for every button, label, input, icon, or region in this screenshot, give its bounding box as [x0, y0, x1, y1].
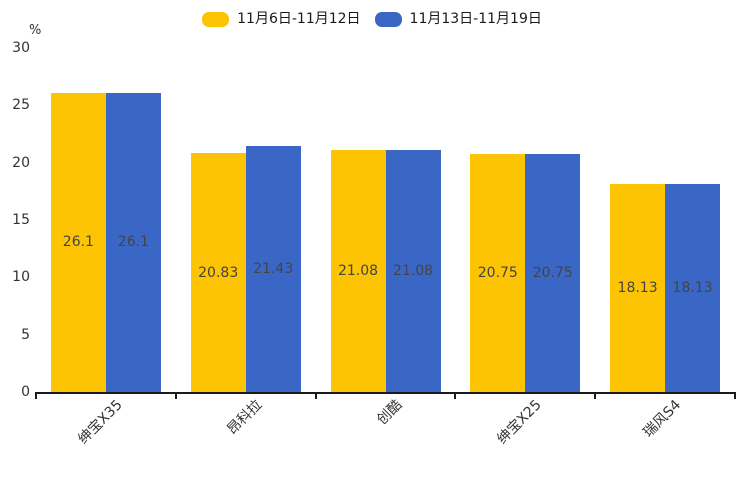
legend-swatch-yellow-icon — [202, 11, 230, 27]
bar-series1-创酷: 21.08 — [330, 150, 386, 392]
bar-value-label: 18.13 — [617, 280, 658, 297]
bar-value-label: 21.08 — [337, 263, 379, 280]
bar-value-label: 21.08 — [392, 263, 434, 280]
y-axis-unit-label: % — [29, 23, 42, 38]
y-tick-label: 15 — [12, 212, 30, 228]
x-category-label-昂科拉: 昂科拉 — [224, 397, 266, 439]
x-tick-mark — [314, 394, 317, 399]
bar-series2-瑞风S4: 18.13 — [665, 184, 721, 392]
bar-series2-绅宝X25: 20.75 — [525, 154, 581, 392]
bar-value-label: 21.43 — [253, 261, 294, 278]
bar-series1-绅宝X35: 26.1 — [50, 92, 106, 392]
y-tick-label: 20 — [12, 154, 30, 171]
x-category-label-绅宝X25: 绅宝X25 — [494, 397, 545, 448]
x-tick-mark — [35, 394, 37, 399]
legend-item-week2[interactable]: 11月13日-11月19日 — [374, 9, 542, 29]
bar-series1-绅宝X25: 20.75 — [470, 154, 526, 392]
bar-value-label: 20.75 — [477, 265, 518, 282]
bar-series1-昂科拉: 20.83 — [190, 153, 246, 392]
x-tick-mark — [454, 394, 457, 399]
legend-label-week1: 11月6日-11月12日 — [237, 11, 361, 27]
y-tick-label: 0 — [21, 384, 30, 400]
y-tick-label: 25 — [12, 97, 30, 114]
legend-item-week1[interactable]: 11月6日-11月12日 — [202, 9, 361, 29]
bar-value-label: 20.75 — [532, 265, 573, 282]
x-category-label-创酷: 创酷 — [373, 397, 405, 429]
legend-label-week2: 11月13日-11月19日 — [409, 11, 542, 27]
legend-swatch-blue-icon — [374, 11, 402, 27]
bar-value-label: 20.83 — [198, 264, 239, 281]
y-tick-label: 5 — [21, 326, 30, 343]
y-tick-label: 10 — [12, 269, 30, 286]
x-tick-mark — [174, 394, 177, 399]
bar-value-label: 18.13 — [672, 280, 713, 297]
x-category-label-瑞风S4: 瑞风S4 — [640, 397, 685, 441]
bar-value-label: 26.1 — [117, 234, 149, 251]
bar-series2-绅宝X35: 26.1 — [105, 92, 161, 392]
x-axis-line — [35, 392, 736, 394]
legend: 11月6日-11月12日 11月13日-11月19日 — [0, 9, 744, 29]
bar-value-label: 26.1 — [62, 234, 94, 251]
bar-series2-昂科拉: 21.43 — [245, 146, 301, 392]
x-category-label-绅宝X35: 绅宝X35 — [74, 397, 126, 448]
bar-series2-创酷: 21.08 — [385, 150, 441, 392]
x-tick-mark — [734, 394, 736, 399]
x-tick-mark — [594, 394, 597, 399]
y-tick-label: 30 — [12, 40, 30, 56]
bar-series1-瑞风S4: 18.13 — [610, 184, 666, 392]
plot-area: 26.1 26.1 20.83 21.43 21.08 21.08 20.75 20.75 18… — [36, 48, 735, 392]
